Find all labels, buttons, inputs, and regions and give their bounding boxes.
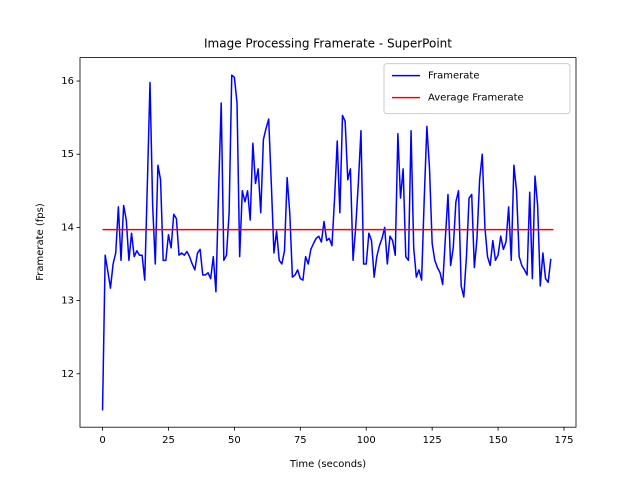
x-tick-label: 125 (423, 435, 442, 446)
plot-area (101, 74, 554, 411)
axes-frame (79, 57, 577, 428)
legend-box (383, 63, 571, 115)
x-tick-label: 25 (162, 435, 175, 446)
legend-label: Average Framerate (428, 93, 524, 104)
y-axis-label: Framerate (fps) (35, 203, 46, 281)
x-tick-label: 100 (357, 435, 376, 446)
y-tick-label: 15 (61, 149, 74, 160)
y-tick-label: 16 (61, 76, 74, 87)
y-tick-label: 13 (61, 296, 74, 307)
x-tick-label: 0 (99, 435, 105, 446)
x-tick-label: 150 (489, 435, 508, 446)
x-axis-label: Time (seconds) (289, 459, 366, 470)
x-tick-label: 75 (294, 435, 307, 446)
x-tick-label: 175 (554, 435, 573, 446)
x-tick-label: 50 (228, 435, 241, 446)
legend-label: Framerate (428, 71, 479, 82)
y-tick-label: 14 (61, 222, 74, 233)
series-line (101, 74, 552, 411)
y-tick-label: 12 (61, 369, 74, 380)
chart-title: Image Processing Framerate - SuperPoint (204, 37, 452, 51)
